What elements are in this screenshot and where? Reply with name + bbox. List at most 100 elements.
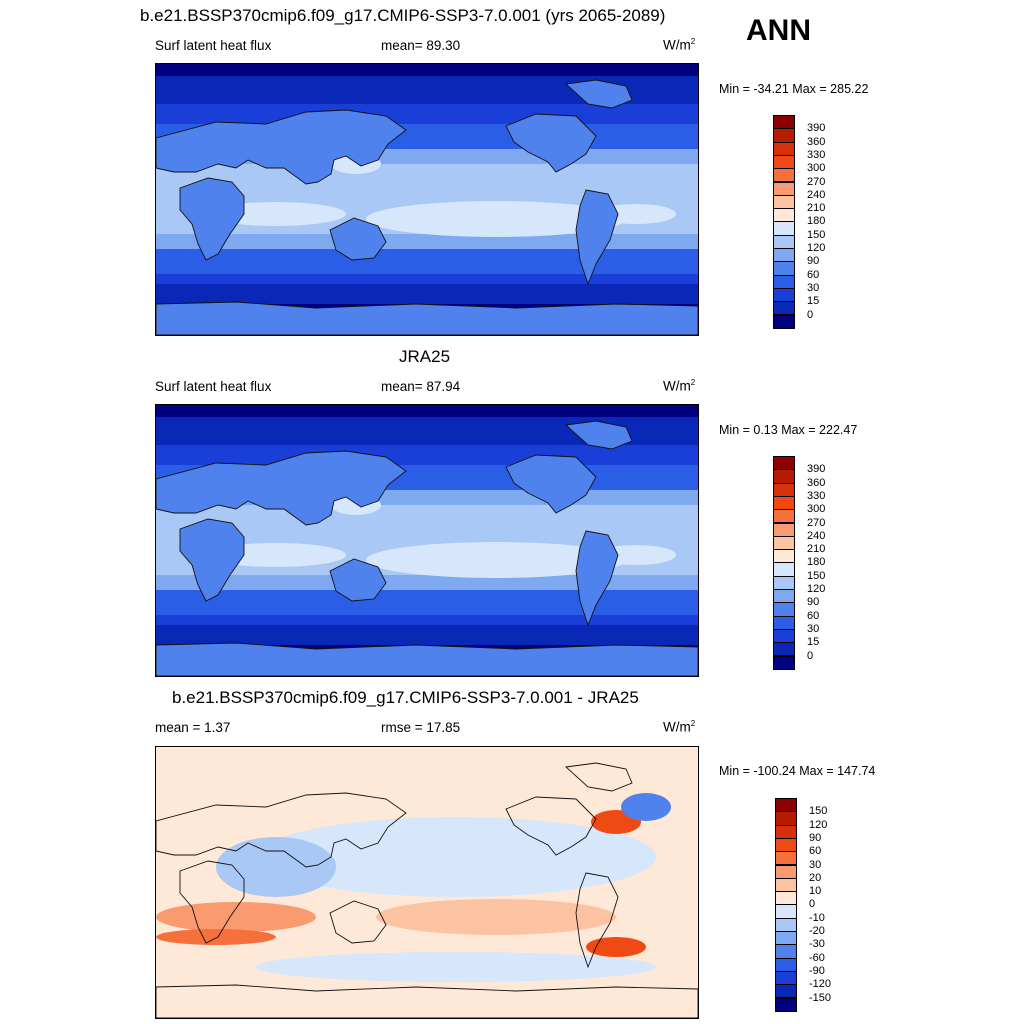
colorbar-box xyxy=(773,301,795,316)
colorbar-tick-label: 240 xyxy=(807,529,826,542)
colorbar-tick-label: 390 xyxy=(807,463,826,476)
colorbar-box xyxy=(775,811,797,826)
colorbar-box xyxy=(773,575,795,590)
colorbar-tick-label: 90 xyxy=(809,831,822,844)
colorbar-box xyxy=(773,181,795,196)
colorbar-tick-label: 300 xyxy=(807,503,826,516)
colorbar-box xyxy=(775,917,797,932)
colorbar-tick-label: -60 xyxy=(809,951,825,964)
colorbar-box xyxy=(775,957,797,972)
panel2-variable-label: Surf latent heat flux xyxy=(155,379,272,394)
colorbar-box xyxy=(775,824,797,839)
colorbar-tick-label: 240 xyxy=(807,188,826,201)
colorbar-tick-label: 150 xyxy=(807,228,826,241)
colorbar-box xyxy=(773,628,795,644)
colorbar-box xyxy=(773,194,795,210)
colorbar-tick-label: 15 xyxy=(807,295,820,308)
colorbar-tick-label: 150 xyxy=(807,569,826,582)
colorbar-box xyxy=(775,864,797,879)
panel3-rmse-label: rmse = 17.85 xyxy=(381,720,461,735)
colorbar-tick-label: -30 xyxy=(809,938,825,951)
colorbar-tick-label: 0 xyxy=(807,308,814,321)
colorbar-tick-label: 180 xyxy=(807,556,826,569)
colorbar-tick-label: 120 xyxy=(809,818,828,831)
colorbar-box xyxy=(773,261,795,276)
main-title: b.e21.BSSP370cmip6.f09_g17.CMIP6-SSP3-7.… xyxy=(140,6,666,25)
colorbar-tick-label: 20 xyxy=(809,871,822,884)
colorbar-box xyxy=(773,562,795,577)
colorbar-tick-label: 60 xyxy=(807,609,820,622)
colorbar-box xyxy=(773,234,795,249)
colorbar-box xyxy=(775,904,797,919)
colorbar-box xyxy=(773,314,795,329)
panel2-title: JRA25 xyxy=(399,347,451,366)
colorbar-box xyxy=(775,851,797,866)
colorbar-box xyxy=(775,877,797,893)
panel3-title: b.e21.BSSP370cmip6.f09_g17.CMIP6-SSP3-7.… xyxy=(172,688,639,707)
colorbar-tick-label: -90 xyxy=(809,964,825,977)
colorbar-box xyxy=(773,522,795,537)
colorbar-box xyxy=(775,984,797,999)
colorbar-tick-label: 360 xyxy=(807,476,826,489)
colorbar-tick-label: 360 xyxy=(807,135,826,148)
colorbar-tick-label: 60 xyxy=(809,845,822,858)
colorbar-tick-label: 120 xyxy=(807,242,826,254)
colorbar-box xyxy=(773,549,795,564)
panel3-minmax: Min = -100.24 Max = 147.74 xyxy=(719,764,876,778)
colorbar-box xyxy=(773,248,795,263)
colorbar-box xyxy=(775,798,797,813)
colorbar-tick-label: 60 xyxy=(807,268,820,281)
panel1-map xyxy=(155,63,699,336)
colorbar-box xyxy=(773,535,795,551)
colorbar-box xyxy=(773,456,795,471)
colorbar-box xyxy=(773,589,795,604)
colorbar-box xyxy=(775,837,797,853)
panel1-mean-label: mean= 89.30 xyxy=(381,38,461,53)
colorbar-tick-label: 330 xyxy=(807,148,826,161)
panel2-units: W/m2 xyxy=(663,378,696,394)
colorbar-box xyxy=(773,128,795,143)
colorbar-box xyxy=(773,642,795,657)
colorbar-box xyxy=(775,891,797,906)
colorbar-tick-label: 210 xyxy=(807,202,826,215)
colorbar-box xyxy=(773,168,795,183)
panel2-map xyxy=(155,404,699,677)
colorbar-tick-label: 180 xyxy=(807,215,826,228)
colorbar-tick-label: 90 xyxy=(807,596,820,609)
colorbar-box xyxy=(773,469,795,484)
colorbar-tick-label: -10 xyxy=(809,911,825,924)
colorbar-box xyxy=(773,615,795,630)
colorbar-box xyxy=(773,602,795,617)
colorbar-box xyxy=(773,495,795,511)
colorbar-tick-label: 270 xyxy=(807,516,826,529)
colorbar-tick-label: -20 xyxy=(809,925,825,937)
colorbar-tick-label: 150 xyxy=(809,805,828,818)
colorbar-box xyxy=(773,154,795,170)
colorbar-tick-label: 390 xyxy=(807,122,826,135)
season-label: ANN xyxy=(746,14,811,47)
colorbar-tick-label: -120 xyxy=(809,978,832,991)
colorbar-tick-label: 0 xyxy=(809,898,816,911)
colorbar-box xyxy=(775,997,797,1012)
colorbar-box xyxy=(773,287,795,303)
colorbar-tick-label: -150 xyxy=(809,991,832,1004)
panel1-variable-label: Surf latent heat flux xyxy=(155,38,272,53)
colorbar-box xyxy=(773,115,795,130)
panel2-minmax: Min = 0.13 Max = 222.47 xyxy=(719,423,858,437)
colorbar-tick-label: 90 xyxy=(807,255,820,268)
colorbar-box xyxy=(773,221,795,236)
panel2-mean-label: mean= 87.94 xyxy=(381,379,461,394)
colorbar-box xyxy=(775,931,797,946)
panel1-units: W/m2 xyxy=(663,37,696,53)
colorbar-box xyxy=(773,141,795,156)
colorbar-box xyxy=(773,208,795,223)
colorbar-box xyxy=(773,655,795,670)
panel3-map xyxy=(155,746,699,1019)
colorbar-tick-label: 270 xyxy=(807,175,826,188)
colorbar-tick-label: 330 xyxy=(807,489,826,502)
colorbar-tick-label: 120 xyxy=(807,583,826,595)
colorbar-box xyxy=(773,482,795,497)
colorbar-tick-label: 30 xyxy=(807,281,820,294)
colorbar-tick-label: 10 xyxy=(809,885,822,898)
colorbar-box xyxy=(775,970,797,986)
